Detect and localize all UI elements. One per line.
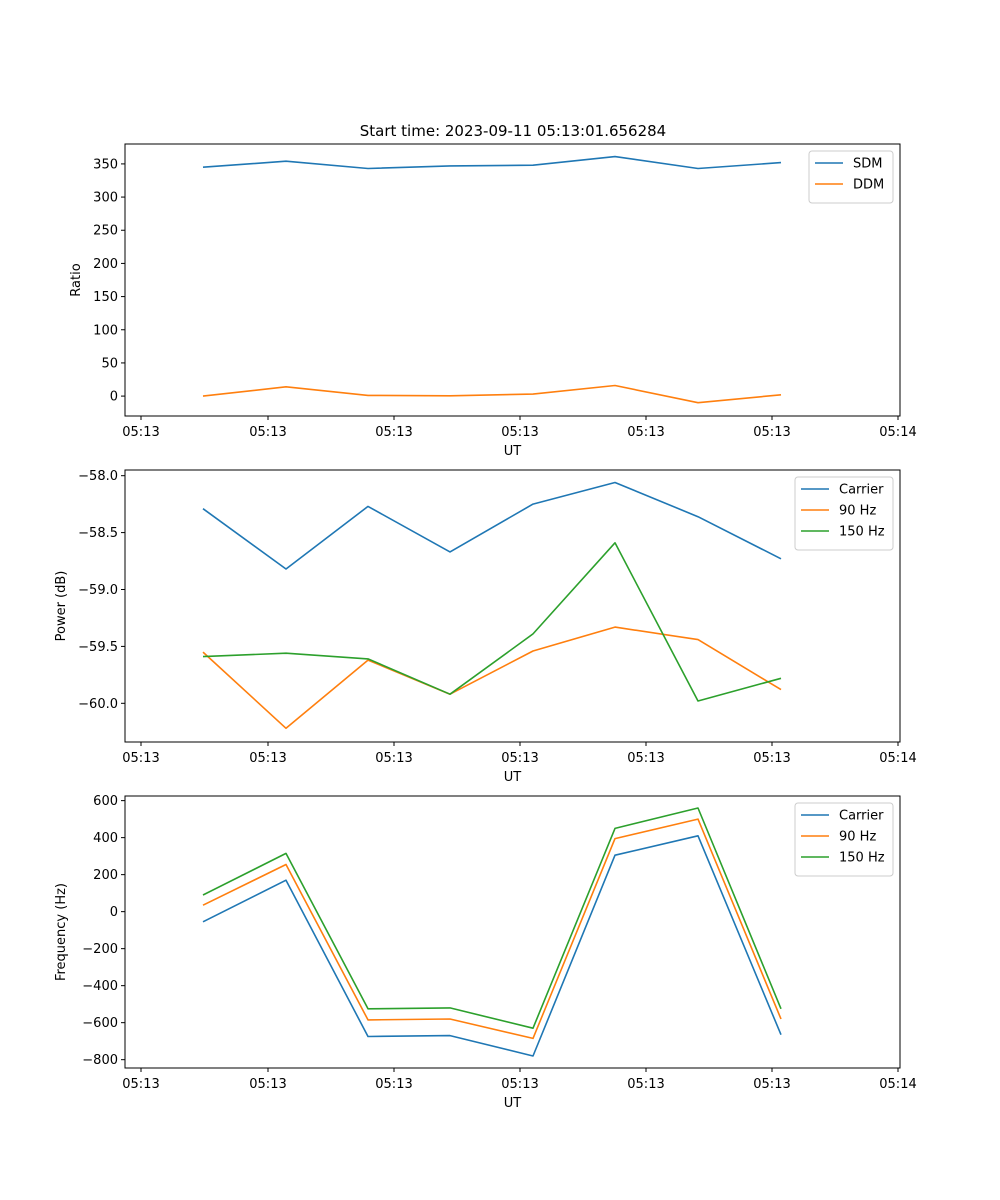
legend-box	[808, 150, 894, 204]
y-tick-label: 150	[93, 290, 118, 305]
x-tick-label: 05:13	[249, 1077, 286, 1092]
y-tick-label: 400	[93, 831, 118, 846]
y-tick-label: −59.5	[78, 640, 118, 655]
series-line-150-hz	[202, 807, 782, 1029]
x-tick-label: 05:13	[375, 751, 412, 766]
chart-title: Start time: 2023-09-11 05:13:01.656284	[360, 122, 666, 140]
y-axis-label: Power (dB)	[54, 571, 69, 642]
series-line-90-hz	[202, 818, 782, 1040]
y-tick-label: −600	[82, 1016, 118, 1031]
legend-label: 150 Hz	[839, 525, 885, 540]
series-line-ddm	[202, 384, 782, 404]
y-tick-label: 300	[93, 191, 118, 206]
y-tick-label: 50	[101, 356, 118, 371]
legend-label: SDM	[853, 157, 882, 172]
y-axis-label: Frequency (Hz)	[54, 883, 69, 981]
x-tick-label: 05:13	[627, 751, 664, 766]
legend: Carrier 90 Hz 150 Hz	[794, 476, 894, 551]
series-line-carrier	[202, 834, 782, 1057]
y-tick-label: −59.0	[78, 583, 118, 598]
x-tick-label: 05:13	[249, 425, 286, 440]
y-axis-label: Ratio	[69, 263, 84, 296]
y-tick-label: 200	[93, 257, 118, 272]
y-tick-label: 200	[93, 868, 118, 883]
x-axis-label: UT	[504, 444, 522, 459]
x-tick-label: 05:14	[879, 425, 916, 440]
subplot-1: 05:13 05:13 05:13 05:13 05:13 05:13 05:14 0 50 10…	[69, 143, 917, 459]
legend-label: 90 Hz	[839, 830, 876, 845]
legend-label: Carrier	[839, 483, 884, 498]
series-line-90-hz	[202, 626, 782, 730]
x-tick-label: 05:13	[627, 425, 664, 440]
y-tick-label: 250	[93, 224, 118, 239]
x-tick-label: 05:13	[753, 1077, 790, 1092]
y-tick-label: −60.0	[78, 697, 118, 712]
plot-area	[124, 143, 901, 417]
x-tick-label: 05:13	[122, 425, 159, 440]
x-tick-label: 05:13	[122, 751, 159, 766]
y-tick-label: −58.0	[78, 469, 118, 484]
y-tick-label: 100	[93, 323, 118, 338]
x-tick-label: 05:13	[501, 425, 538, 440]
x-tick-label: 05:13	[249, 751, 286, 766]
series-line-150-hz	[202, 541, 782, 702]
y-tick-label: 0	[110, 390, 118, 405]
y-tick-label: 600	[93, 794, 118, 809]
series-line-carrier	[202, 481, 782, 570]
y-tick-label: −800	[82, 1053, 118, 1068]
legend: Carrier 90 Hz 150 Hz	[794, 802, 894, 877]
x-tick-label: 05:13	[627, 1077, 664, 1092]
x-tick-label: 05:13	[501, 1077, 538, 1092]
plot-area	[124, 795, 901, 1069]
legend-label: 90 Hz	[839, 504, 876, 519]
x-tick-label: 05:13	[375, 425, 412, 440]
plot-area	[124, 469, 901, 743]
x-axis-label: UT	[504, 1096, 522, 1111]
y-tick-label: −200	[82, 942, 118, 957]
x-tick-label: 05:13	[501, 751, 538, 766]
x-tick-label: 05:13	[122, 1077, 159, 1092]
x-axis-label: UT	[504, 770, 522, 785]
series-line-sdm	[202, 155, 782, 170]
subplot-2: 05:13 05:13 05:13 05:13 05:13 05:13 05:14 −60.0…	[54, 469, 917, 785]
y-tick-label: 0	[110, 905, 118, 920]
legend: SDM DDM	[808, 150, 894, 204]
x-tick-label: 05:14	[879, 751, 916, 766]
legend-label: 150 Hz	[839, 851, 885, 866]
x-tick-label: 05:14	[879, 1077, 916, 1092]
y-tick-label: −58.5	[78, 526, 118, 541]
legend-label: DDM	[853, 178, 884, 193]
x-tick-label: 05:13	[753, 751, 790, 766]
y-tick-label: −400	[82, 979, 118, 994]
legend-label: Carrier	[839, 809, 884, 824]
y-tick-label: 350	[93, 157, 118, 172]
x-tick-label: 05:13	[375, 1077, 412, 1092]
x-tick-label: 05:13	[753, 425, 790, 440]
subplot-3: 05:13 05:13 05:13 05:13 05:13 05:13 05:14 −800 −…	[54, 794, 917, 1111]
